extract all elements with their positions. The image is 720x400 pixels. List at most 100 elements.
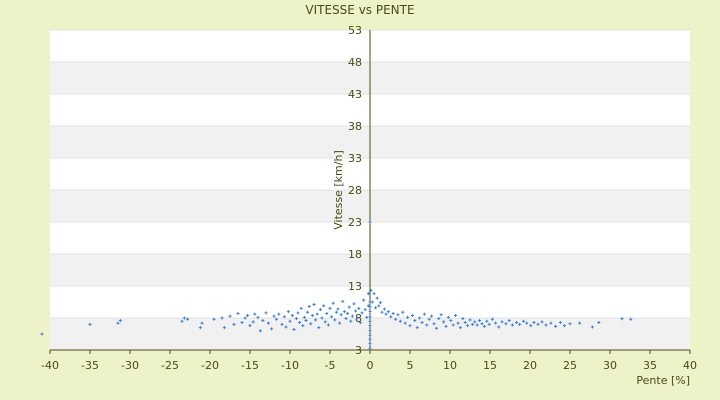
data-point	[406, 315, 410, 319]
data-point	[549, 321, 553, 325]
data-point	[461, 317, 465, 321]
data-point	[294, 317, 298, 321]
data-point	[299, 306, 303, 310]
data-point	[286, 310, 290, 314]
x-tick-label: -15	[241, 359, 259, 372]
data-point	[384, 312, 388, 316]
x-tick-label: 0	[367, 359, 374, 372]
data-point	[442, 320, 446, 324]
data-point	[270, 327, 274, 331]
data-point	[292, 328, 296, 332]
data-point	[434, 326, 438, 330]
data-point	[288, 319, 292, 323]
data-point	[342, 310, 346, 314]
data-point	[369, 288, 373, 292]
data-point	[368, 310, 372, 314]
data-point	[240, 320, 244, 324]
data-point	[389, 315, 393, 319]
y-tick-label: 48	[348, 56, 362, 69]
data-point	[522, 319, 526, 323]
data-point	[507, 319, 511, 323]
data-point	[497, 325, 501, 329]
data-point	[449, 319, 453, 323]
data-point	[264, 311, 268, 315]
data-point	[518, 322, 522, 326]
data-point	[350, 314, 354, 318]
x-tick-label: -20	[201, 359, 219, 372]
data-point	[398, 319, 402, 323]
data-point	[368, 342, 372, 346]
data-point	[401, 310, 405, 314]
data-point	[317, 326, 321, 330]
data-point	[357, 306, 361, 310]
y-tick-label: 23	[348, 216, 362, 229]
chart-title: VITESSE vs PENTE	[305, 3, 414, 17]
data-point	[413, 319, 417, 323]
data-point	[256, 315, 260, 319]
data-point	[306, 310, 310, 314]
data-point	[500, 320, 504, 324]
data-point	[243, 316, 247, 320]
data-point	[253, 312, 257, 316]
data-point	[396, 313, 400, 317]
data-point	[536, 322, 540, 326]
data-point	[454, 313, 458, 317]
data-point	[334, 310, 338, 314]
data-point	[272, 314, 276, 318]
data-point	[280, 322, 284, 326]
data-point	[232, 322, 236, 326]
data-point	[470, 322, 474, 326]
data-point	[487, 322, 491, 326]
data-point	[444, 324, 448, 328]
x-tick-label: -30	[121, 359, 139, 372]
x-tick-label: 15	[483, 359, 497, 372]
data-point	[568, 322, 572, 326]
data-point	[380, 310, 384, 314]
y-tick-label: 28	[348, 184, 362, 197]
data-point	[220, 316, 224, 320]
y-tick-label: 53	[348, 24, 362, 37]
x-tick-label: -40	[41, 359, 59, 372]
data-point	[532, 320, 536, 324]
data-point	[494, 321, 498, 325]
data-point	[490, 317, 494, 321]
data-point	[277, 312, 281, 316]
data-point	[366, 292, 370, 296]
data-point	[290, 313, 294, 317]
data-point	[338, 321, 342, 325]
data-point	[562, 324, 566, 328]
data-point	[529, 324, 533, 328]
data-point	[403, 321, 407, 325]
data-point	[322, 304, 326, 308]
data-point	[418, 316, 422, 320]
x-tick-label: -25	[161, 359, 179, 372]
data-point	[182, 316, 186, 320]
data-point	[437, 317, 441, 321]
data-point	[446, 315, 450, 319]
data-point	[331, 301, 335, 305]
data-point	[368, 333, 372, 337]
data-point	[456, 321, 460, 325]
x-tick-label: 40	[683, 359, 697, 372]
data-point	[360, 311, 364, 315]
data-point	[458, 326, 462, 330]
data-point	[328, 306, 332, 310]
data-point	[629, 317, 633, 321]
data-point	[246, 313, 250, 317]
data-point	[378, 301, 382, 305]
data-point	[236, 312, 240, 316]
data-point	[597, 320, 601, 324]
data-point	[261, 319, 265, 323]
data-point	[420, 320, 424, 324]
data-point	[326, 323, 330, 327]
data-point	[116, 321, 120, 325]
data-point	[485, 319, 489, 323]
data-point	[118, 319, 122, 323]
y-axis-label: Vitesse [km/h]	[332, 150, 345, 230]
data-points	[40, 220, 633, 350]
data-point	[368, 324, 372, 328]
data-point	[478, 319, 482, 323]
data-point	[314, 318, 318, 322]
data-point	[480, 322, 484, 326]
data-point	[333, 318, 337, 322]
